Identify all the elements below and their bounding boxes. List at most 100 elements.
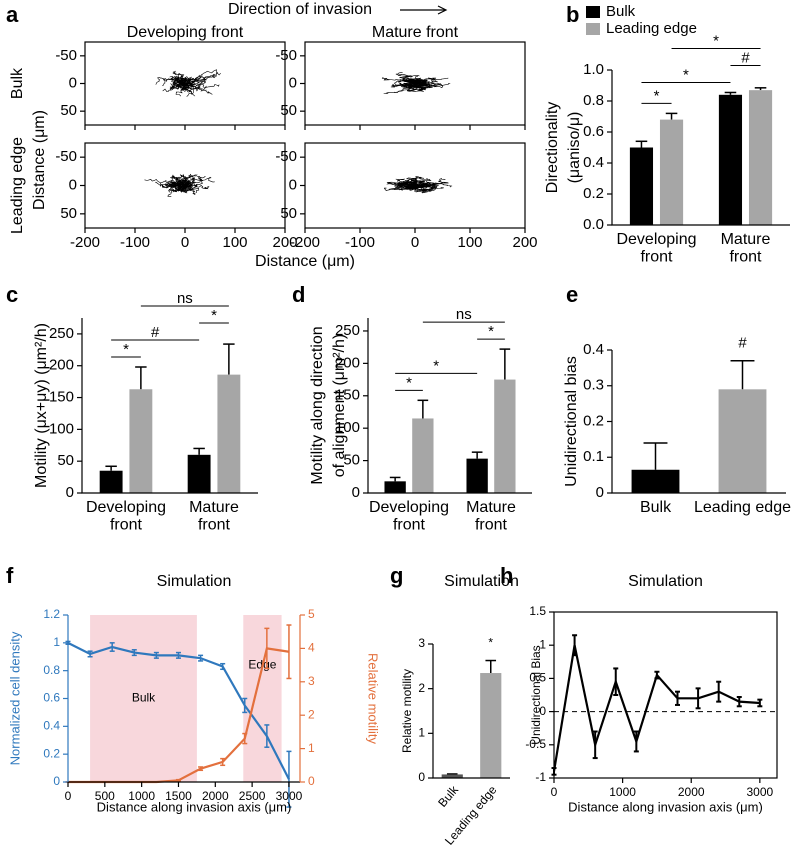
trajectory	[413, 79, 426, 87]
x-axis-label: Distance (μm)	[255, 253, 355, 270]
chart-title: Direction of invasion	[228, 1, 372, 18]
y-tick-label: 0	[539, 704, 546, 718]
bar	[217, 374, 241, 493]
x-tick-label: 2000	[202, 789, 229, 803]
y-axis-label: Normalized cell density	[7, 631, 22, 765]
y-tick-label: 0.6	[583, 123, 604, 140]
trajectory	[384, 184, 414, 192]
bar	[748, 90, 773, 226]
y-tick-label: 50	[280, 205, 297, 222]
trajectories	[381, 72, 451, 94]
y-tick-label: 50	[280, 102, 297, 119]
x-tick-label: -100	[345, 234, 375, 251]
trajectory	[416, 86, 426, 91]
bar	[659, 119, 684, 225]
x-tick-label: Developing front	[369, 499, 449, 534]
y-tick-label: 1	[418, 726, 425, 740]
trajectory	[181, 173, 198, 183]
x-tick-label: 500	[95, 789, 115, 803]
trajectory	[411, 176, 421, 182]
column-title: Mature front	[372, 24, 459, 41]
y-axis-label: Unidirectional Bias	[529, 645, 543, 744]
frame	[553, 611, 778, 779]
legend-swatch	[586, 23, 600, 35]
trajectory	[188, 71, 218, 83]
x-tick-label: Mature front	[721, 231, 771, 266]
y-tick-label: 0	[66, 484, 74, 501]
y-tick-label: 0.4	[43, 719, 60, 733]
y-tick-label: -0.5	[525, 737, 546, 751]
trajectory	[182, 86, 213, 95]
y-axis-label: of alignment (μm²/h)	[331, 334, 348, 477]
x-tick-label: Mature front	[189, 499, 239, 534]
x-tick-label: 1000	[609, 785, 636, 799]
panel-label: g	[390, 563, 403, 588]
trajectory	[173, 81, 184, 88]
y-axis-label: Distance (μm)	[31, 110, 48, 210]
y-tick-label: 1	[308, 741, 315, 755]
x-tick-label: 200	[272, 234, 297, 251]
x-tick-label: 3000	[746, 785, 773, 799]
trajectory	[415, 83, 451, 89]
trajectories	[155, 69, 221, 97]
y-tick-label: 0	[69, 176, 77, 193]
y-tick-label: 50	[343, 452, 360, 469]
bar	[466, 458, 488, 493]
y-tick-label: 0.2	[583, 185, 604, 202]
trajectory	[182, 174, 195, 182]
y-tick-label: 1.0	[583, 61, 604, 78]
trajectories	[384, 176, 453, 194]
panel-label: a	[6, 2, 19, 27]
x-tick-label: 1500	[165, 789, 192, 803]
trajectory	[413, 84, 428, 90]
trajectories	[144, 173, 215, 198]
significance-label: *	[433, 357, 439, 374]
legend-label: Leading edge	[606, 20, 697, 37]
y-tick-label: 0.0	[583, 216, 604, 233]
panel-label: d	[292, 282, 305, 307]
y-tick-label: 1.2	[43, 607, 60, 621]
panel-label: h	[500, 563, 513, 588]
trajectory	[404, 186, 417, 191]
panel-label: c	[6, 282, 18, 307]
trajectory	[173, 78, 187, 84]
trajectory	[395, 178, 414, 186]
x-axis-label: Distance along invasion axis (μm)	[568, 799, 763, 814]
trajectory	[175, 173, 189, 184]
x-tick-label: Mature front	[466, 499, 516, 534]
trajectory	[416, 176, 432, 185]
y-tick-label: 50	[57, 452, 74, 469]
y-tick-label: 50	[60, 205, 77, 222]
legend-swatch	[586, 6, 600, 18]
y-tick-label: 0.4	[583, 154, 604, 171]
trajectory	[404, 179, 418, 186]
y-tick-label: -1	[535, 770, 546, 784]
y-tick-label: 2	[308, 707, 315, 721]
trajectory	[185, 178, 198, 187]
data-line	[552, 644, 760, 772]
significance-label: #	[151, 324, 160, 341]
y-axis-label: Motility (μx+μy) (μm²/h)	[33, 323, 50, 488]
bar	[384, 481, 406, 493]
y-tick-label: 5	[308, 607, 315, 621]
x-tick-label: 0	[411, 234, 419, 251]
panel-label: e	[566, 282, 578, 307]
y-tick-label: 200	[49, 357, 74, 374]
y2-axis-label: Relative motility	[366, 653, 381, 745]
y-tick-label: 150	[335, 387, 360, 404]
bar	[480, 673, 502, 778]
x-tick-label: 3000	[276, 789, 303, 803]
significance-label: *	[488, 323, 494, 340]
significance-label: *	[654, 87, 660, 104]
bar	[187, 454, 211, 493]
y-tick-label: 0	[308, 774, 315, 788]
significance-label: ns	[456, 306, 472, 323]
chart-title: Simulation	[444, 573, 519, 590]
bar	[629, 147, 654, 225]
y-tick-label: 0.3	[583, 377, 604, 394]
bar	[494, 379, 516, 493]
column-title: Developing front	[127, 24, 244, 41]
y-tick-label: 0	[289, 176, 297, 193]
x-tick-label: Developing front	[86, 499, 166, 534]
